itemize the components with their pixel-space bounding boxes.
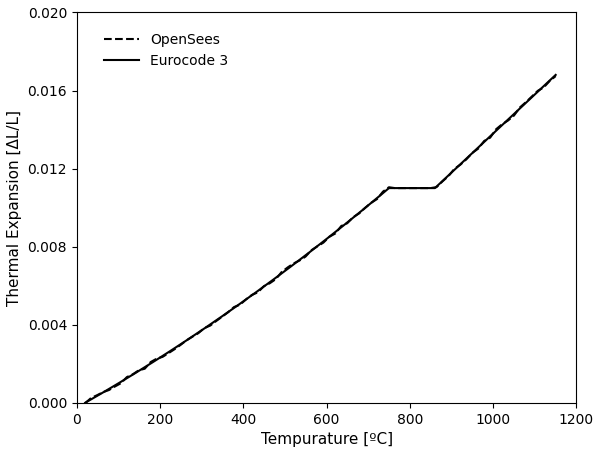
- Eurocode 3: [434, 183, 441, 188]
- Legend: OpenSees, Eurocode 3: OpenSees, Eurocode 3: [99, 27, 234, 73]
- Eurocode 3: [197, 328, 204, 334]
- Y-axis label: Thermal Expansion [ΔL/L]: Thermal Expansion [ΔL/L]: [7, 109, 22, 306]
- X-axis label: Tempurature [ºC]: Tempurature [ºC]: [261, 432, 392, 447]
- Eurocode 3: [552, 72, 560, 78]
- Line: OpenSees: OpenSees: [85, 76, 556, 403]
- OpenSees: [367, 200, 374, 206]
- Eurocode 3: [353, 212, 360, 218]
- OpenSees: [290, 261, 297, 266]
- Eurocode 3: [300, 253, 308, 259]
- Eurocode 3: [157, 355, 164, 360]
- OpenSees: [498, 122, 505, 127]
- Eurocode 3: [528, 95, 535, 100]
- Line: Eurocode 3: Eurocode 3: [85, 75, 556, 403]
- OpenSees: [361, 205, 368, 211]
- Eurocode 3: [82, 400, 89, 405]
- OpenSees: [403, 185, 410, 191]
- OpenSees: [552, 74, 560, 79]
- OpenSees: [82, 400, 89, 406]
- OpenSees: [385, 184, 392, 190]
